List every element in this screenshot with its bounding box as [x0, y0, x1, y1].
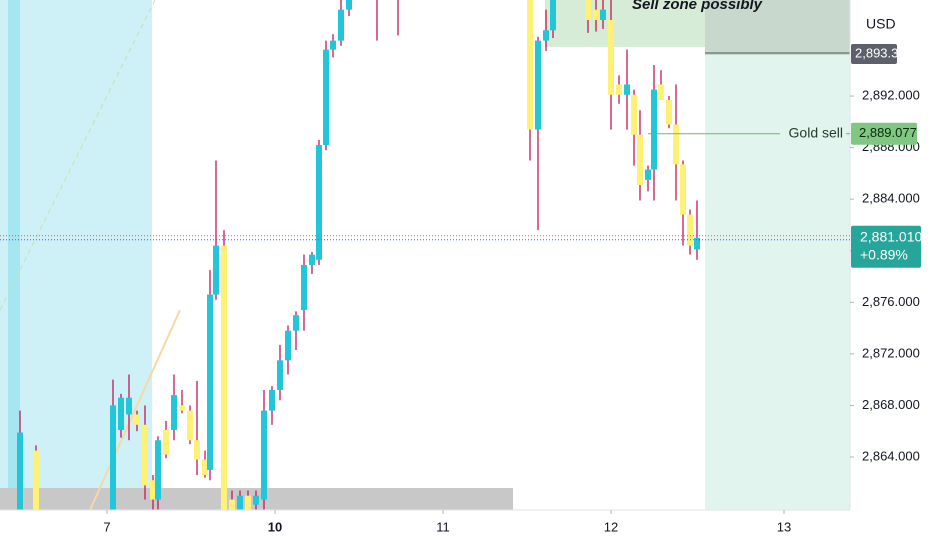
last-price-change: +0.89% — [860, 246, 908, 262]
candle-body — [301, 264, 307, 311]
candle-body — [187, 410, 193, 441]
candle-body — [330, 40, 336, 50]
x-tick-label: 11 — [436, 519, 450, 534]
candle-body — [110, 405, 116, 510]
candle-body — [593, 9, 599, 20]
zone-price-tag — [851, 44, 897, 64]
candle-body — [338, 9, 344, 41]
candle-body — [527, 0, 533, 130]
candle-body — [323, 49, 329, 146]
candle-body — [666, 99, 672, 125]
candle-body — [687, 214, 693, 246]
gold-sell-name: Gold sell — [789, 124, 843, 140]
x-tick-label: 13 — [777, 519, 791, 534]
price-scale — [850, 0, 932, 550]
target-zone — [705, 0, 850, 510]
candle-body — [142, 424, 148, 486]
candle-body — [150, 480, 156, 500]
candle-body — [285, 330, 291, 361]
y-tick-label: 2,868.000 — [862, 397, 920, 412]
candle-body — [237, 495, 243, 510]
candle-body — [658, 84, 664, 100]
y-tick-label: 2,876.000 — [862, 294, 920, 309]
gold-sell-price: 2,889.077 — [859, 125, 917, 140]
candle-body — [134, 414, 140, 425]
candle-body — [550, 0, 556, 31]
trend-line — [0, 0, 156, 311]
candle-body — [163, 429, 169, 455]
sell-zone-overlap — [705, 0, 850, 55]
candle-body — [309, 254, 315, 265]
candle-body — [637, 134, 643, 185]
candle-body — [33, 450, 39, 510]
candle-body — [277, 360, 283, 390]
candle-body — [229, 499, 235, 510]
y-tick-label: 2,872.000 — [862, 345, 920, 360]
candle-body — [631, 94, 637, 135]
currency: USD — [866, 16, 896, 32]
candle-body — [155, 440, 161, 500]
candle-body — [543, 30, 549, 41]
x-tick-label: 10 — [268, 519, 282, 534]
candle-body — [651, 89, 657, 170]
candle-body — [245, 495, 251, 510]
x-tick-label: 12 — [604, 519, 618, 534]
candle-body — [346, 0, 352, 10]
zone-price-label: 2,893.394 — [855, 45, 913, 60]
candle-body — [585, 0, 591, 20]
candle-body — [624, 84, 630, 95]
candle-body — [673, 124, 679, 165]
candle-body — [261, 410, 267, 500]
candle-body — [269, 389, 275, 411]
trend-line — [89, 309, 181, 510]
highlight-strip — [8, 0, 20, 510]
candle-body — [118, 397, 124, 430]
highlight-zone — [0, 0, 152, 510]
candle-body — [207, 294, 213, 470]
candle-body — [126, 397, 132, 415]
sell-zone-label: Sell zone possibly — [632, 0, 763, 13]
candle-body — [221, 245, 227, 510]
last-price-tag — [851, 225, 921, 268]
candle-body — [17, 432, 23, 510]
candle-body — [694, 237, 700, 250]
candle-body — [600, 9, 606, 20]
candles — [17, 0, 780, 510]
last-price-label: 2,881.010 — [860, 228, 922, 244]
drawings: Sell zone possibly — [0, 0, 850, 510]
candle-body — [171, 395, 177, 430]
y-tick-label: 2,884.000 — [862, 191, 920, 206]
gold-sell-tag — [851, 122, 917, 145]
candle-body — [179, 405, 185, 411]
candle-body — [645, 169, 651, 180]
y-tick-label: 2,864.000 — [862, 448, 920, 463]
candle-body — [253, 495, 259, 505]
candle-body — [202, 459, 208, 476]
candle-body — [535, 40, 541, 130]
y-tick-label: 2,892.000 — [862, 87, 920, 102]
candle-body — [616, 84, 622, 95]
candle-body — [213, 245, 219, 295]
candle-body — [680, 164, 686, 215]
candle-body — [293, 315, 299, 331]
x-tick-label: 7 — [103, 519, 110, 534]
candle-body — [194, 440, 200, 460]
candle-body — [316, 145, 322, 260]
candle-body — [608, 19, 614, 95]
